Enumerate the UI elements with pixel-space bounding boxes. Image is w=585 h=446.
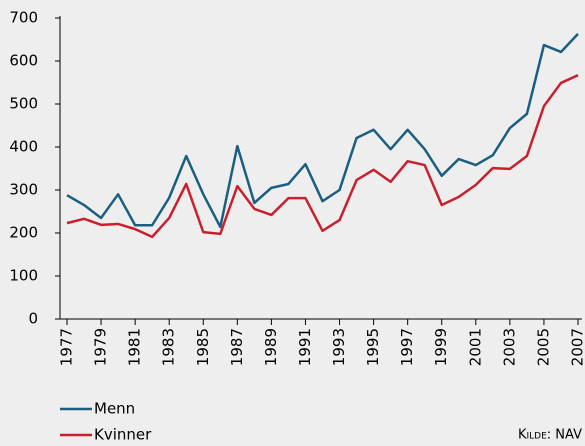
x-tick-label: 1985 xyxy=(194,328,212,366)
x-tick-label: 1987 xyxy=(228,328,246,366)
x-tick-label: 1979 xyxy=(92,328,110,366)
y-tick-label: 600 xyxy=(9,52,38,70)
series-line xyxy=(66,74,579,239)
x-tick-label: 2001 xyxy=(466,328,484,366)
x-tick-label: 2003 xyxy=(500,328,518,366)
source: Kilde: NAV xyxy=(518,428,582,443)
y-tick-label: 100 xyxy=(9,267,38,285)
x-tick-label: 1981 xyxy=(126,328,144,366)
series-line xyxy=(66,33,579,229)
y-tick-label: 0 xyxy=(28,310,38,328)
x-tick-label: 2007 xyxy=(569,328,585,366)
y-tick-label: 400 xyxy=(9,138,38,156)
x-tick-label: 2005 xyxy=(534,328,552,366)
y-tick-label: 300 xyxy=(9,181,38,199)
legend-label: Kvinner xyxy=(94,426,152,444)
x-tick-label: 1991 xyxy=(296,328,314,366)
x-tick-label: 1997 xyxy=(398,328,416,366)
y-tick-label: 200 xyxy=(9,224,38,242)
x-tick-label: 1989 xyxy=(262,328,280,366)
x-tick-label: 1995 xyxy=(364,328,382,366)
x-tick-label: 1977 xyxy=(58,328,76,366)
y-tick-label: 700 xyxy=(9,9,38,27)
legend-label: Menn xyxy=(94,400,135,418)
y-tick-label: 500 xyxy=(9,95,38,113)
x-tick-label: 1999 xyxy=(432,328,450,366)
x-tick-label: 1983 xyxy=(160,328,178,366)
x-tick-label: 1993 xyxy=(330,328,348,366)
